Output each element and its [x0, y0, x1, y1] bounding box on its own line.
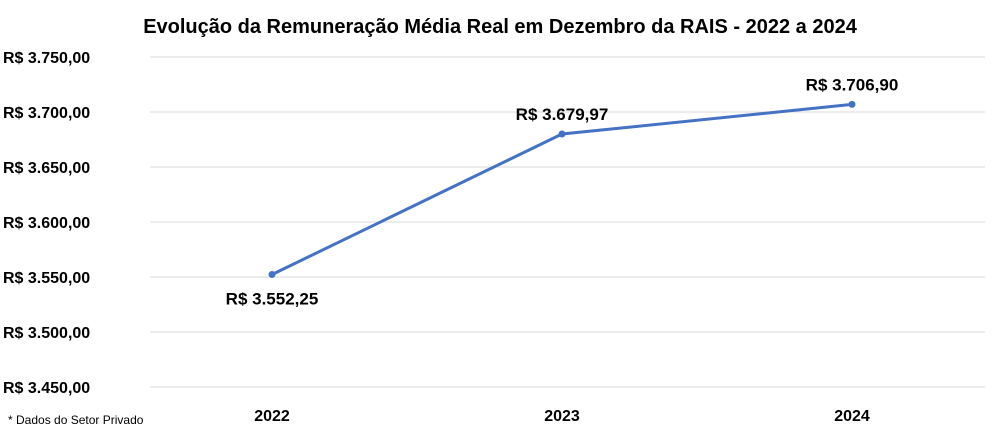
data-point: [558, 130, 566, 138]
y-tick-label: R$ 3.550,00: [3, 270, 90, 287]
x-tick-label: 2024: [834, 408, 870, 425]
footnote: * Dados do Setor Privado: [8, 413, 144, 427]
y-tick-label: R$ 3.500,00: [3, 325, 90, 342]
data-point: [268, 271, 276, 279]
chart-title: Evolução da Remuneração Média Real em De…: [143, 16, 858, 38]
series-group: [268, 100, 856, 279]
gridlines: [150, 56, 985, 388]
series-line: [270, 102, 854, 277]
x-tick-label: 2022: [254, 408, 290, 425]
y-tick-label: R$ 3.650,00: [3, 160, 90, 177]
data-labels: R$ 3.552,25 R$ 3.679,97 R$ 3.706,90: [226, 75, 899, 308]
data-label: R$ 3.552,25: [226, 290, 319, 309]
y-tick-label: R$ 3.600,00: [3, 215, 90, 232]
y-axis-tick-labels: R$ 3.450,00 R$ 3.500,00 R$ 3.550,00 R$ 3.60…: [3, 50, 90, 397]
x-axis-tick-labels: 2022 2023 2024: [254, 408, 870, 425]
x-tick-label: 2023: [544, 408, 580, 425]
y-tick-label: R$ 3.750,00: [3, 50, 90, 67]
y-tick-label: R$ 3.700,00: [3, 105, 90, 122]
data-label: R$ 3.706,90: [806, 75, 899, 94]
y-tick-label: R$ 3.450,00: [3, 380, 90, 397]
data-label: R$ 3.679,97: [516, 105, 609, 124]
data-point: [848, 100, 856, 108]
